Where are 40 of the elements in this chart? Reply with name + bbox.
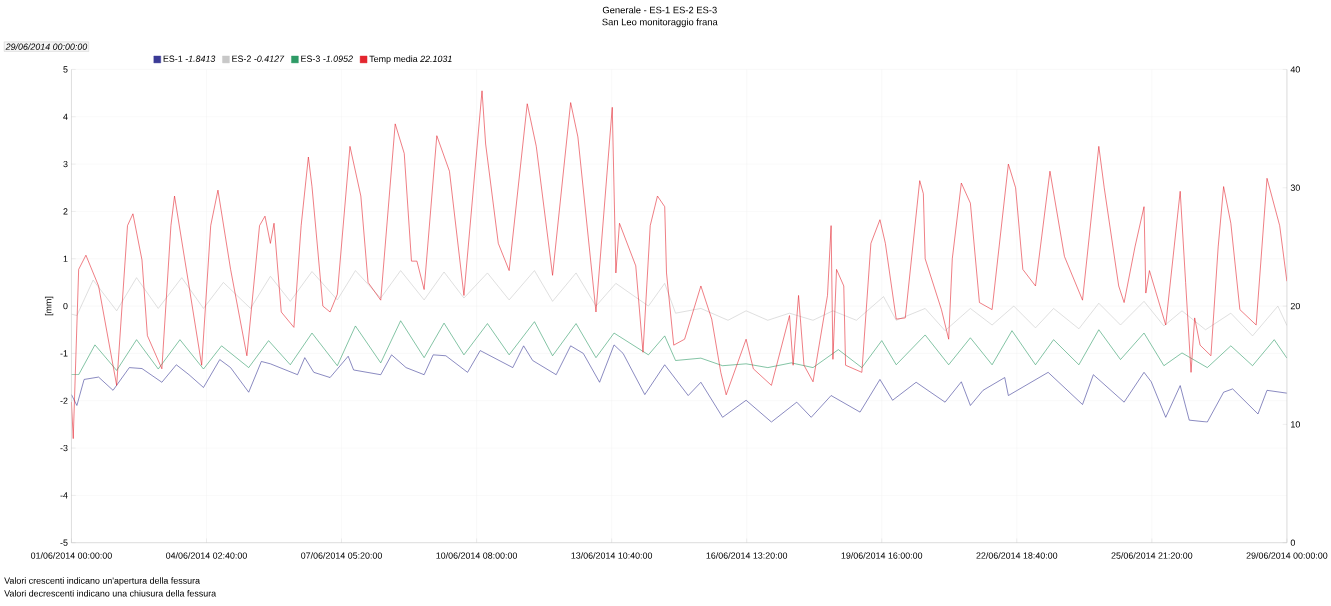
x-tick-label: 13/06/2014 10:40:00 — [571, 552, 653, 559]
x-tick-label: 22/06/2014 18:40:00 — [976, 552, 1058, 559]
y-tick-label: -3 — [60, 444, 68, 452]
x-tick-label: 19/06/2014 16:00:00 — [841, 552, 923, 559]
legend-label: ES-1 -1.8413 — [163, 55, 216, 62]
y-tick-label: -2 — [60, 397, 68, 404]
text: 29/06/2014 00:00:00 — [5, 43, 88, 50]
x-tick-label: 01/06/2014 00:00:00 — [30, 552, 112, 559]
y-tick-label: -5 — [60, 539, 68, 546]
y2-tick-label: 10 — [1291, 421, 1300, 428]
legend-label: ES-2 -0.4127 — [232, 55, 285, 62]
chart-title: Generale - ES-1 ES-2 ES-3 — [602, 6, 717, 14]
y-tick-label: 0 — [63, 302, 68, 310]
x-tick-label: 10/06/2014 08:00:00 — [436, 552, 518, 559]
y2-tick-label: 0 — [1290, 539, 1296, 546]
line-series — [71, 320, 1287, 375]
x-tick-label: 16/06/2014 13:20:00 — [706, 552, 788, 559]
legend-label: Temp media 22.1031 — [369, 55, 452, 64]
text: Valori crescenti indicano un'apertura della fessura — [4, 577, 200, 586]
legend-label: ES-3 -1.0952 — [301, 55, 353, 62]
y-tick-label: 2 — [63, 208, 68, 215]
y2-tick-label: 20 — [1290, 302, 1300, 310]
chart-subtitle: San Leo monitoraggio frana — [602, 18, 718, 28]
y-axis-title: [mm] — [44, 296, 54, 316]
y-tick-label: 1 — [63, 255, 68, 262]
x-tick-label: 29/06/2014 00:00:00 — [1246, 552, 1328, 559]
y-tick-label: 4 — [63, 113, 68, 120]
line-series — [71, 270, 1287, 337]
y-tick-label: 3 — [63, 160, 68, 168]
x-tick-label: 04/06/2014 02:40:00 — [166, 552, 247, 559]
x-tick-label: 25/06/2014 21:20:00 — [1111, 552, 1193, 559]
y-tick-label: -1 — [60, 350, 68, 357]
x-tick-label: 07/06/2014 05:20:00 — [301, 552, 382, 559]
y2-tick-label: 40 — [1290, 66, 1300, 73]
y-tick-label: 5 — [63, 66, 68, 73]
y-tick-label: -4 — [60, 492, 68, 499]
line-series — [71, 90, 1287, 439]
y2-tick-label: 30 — [1290, 184, 1300, 191]
line-series — [71, 344, 1287, 423]
text: Valori decrescenti indicano una chiusura della fessura — [4, 589, 217, 597]
